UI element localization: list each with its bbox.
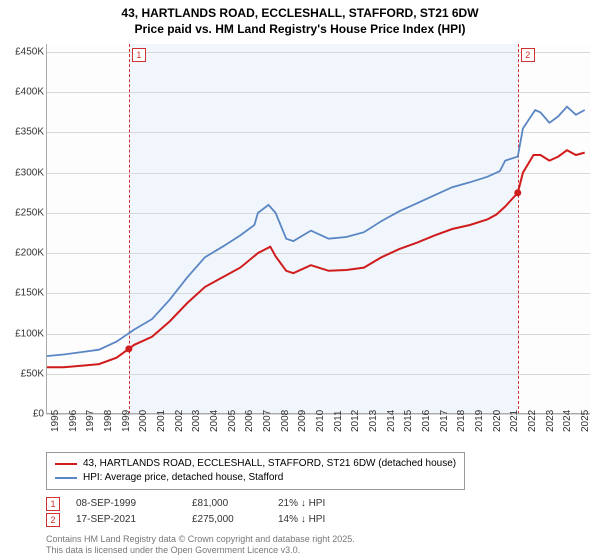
x-tick-label: 2005 [227, 410, 238, 432]
plot-area: 12 [46, 44, 590, 414]
x-tick-label: 2011 [333, 410, 344, 432]
legend: 43, HARTLANDS ROAD, ECCLESHALL, STAFFORD… [46, 452, 465, 490]
x-tick-label: 2013 [368, 410, 379, 432]
x-tick-label: 2021 [509, 410, 520, 432]
event-row: 2 17-SEP-2021 £275,000 14% ↓ HPI [46, 512, 378, 528]
event-price: £275,000 [192, 512, 262, 528]
x-tick-label: 2024 [562, 410, 573, 432]
x-tick-label: 1996 [68, 410, 79, 432]
x-tick-label: 2002 [174, 410, 185, 432]
x-tick-label: 2007 [262, 410, 273, 432]
x-tick-label: 2019 [474, 410, 485, 432]
y-axis-line [46, 44, 47, 414]
sale-point-dot [514, 189, 521, 196]
x-tick-label: 2008 [280, 410, 291, 432]
event-marker: 1 [46, 497, 60, 511]
event-list: 1 08-SEP-1999 £81,000 21% ↓ HPI 2 17-SEP… [46, 496, 378, 528]
x-tick-label: 2022 [527, 410, 538, 432]
x-tick-label: 2010 [315, 410, 326, 432]
footer-line-2: This data is licensed under the Open Gov… [46, 545, 355, 556]
event-price: £81,000 [192, 496, 262, 512]
chart-title: 43, HARTLANDS ROAD, ECCLESHALL, STAFFORD… [0, 0, 600, 37]
line-series [46, 44, 590, 414]
event-date: 17-SEP-2021 [76, 512, 176, 528]
y-tick-label: £150K [2, 288, 44, 299]
x-tick-label: 1998 [103, 410, 114, 432]
x-tick-label: 2001 [156, 410, 167, 432]
legend-item: 43, HARTLANDS ROAD, ECCLESHALL, STAFFORD… [55, 457, 456, 471]
y-tick-label: £250K [2, 207, 44, 218]
x-tick-label: 2015 [403, 410, 414, 432]
x-tick-label: 2006 [244, 410, 255, 432]
legend-label: 43, HARTLANDS ROAD, ECCLESHALL, STAFFORD… [83, 457, 456, 471]
y-tick-label: £400K [2, 87, 44, 98]
x-tick-label: 2000 [138, 410, 149, 432]
footer-line-1: Contains HM Land Registry data © Crown c… [46, 534, 355, 545]
event-delta: 21% ↓ HPI [278, 496, 378, 512]
y-tick-label: £450K [2, 47, 44, 58]
x-tick-label: 2004 [209, 410, 220, 432]
chart-container: 43, HARTLANDS ROAD, ECCLESHALL, STAFFORD… [0, 0, 600, 560]
legend-swatch [55, 463, 77, 465]
legend-swatch [55, 477, 77, 479]
event-marker: 2 [46, 513, 60, 527]
y-tick-label: £300K [2, 167, 44, 178]
x-tick-label: 2023 [545, 410, 556, 432]
legend-item: HPI: Average price, detached house, Staf… [55, 471, 456, 485]
footer-attribution: Contains HM Land Registry data © Crown c… [46, 534, 355, 556]
x-tick-label: 2009 [297, 410, 308, 432]
y-tick-label: £100K [2, 328, 44, 339]
x-tick-label: 2014 [386, 410, 397, 432]
x-tick-label: 1995 [50, 410, 61, 432]
x-tick-label: 2018 [456, 410, 467, 432]
x-tick-label: 2003 [191, 410, 202, 432]
event-date: 08-SEP-1999 [76, 496, 176, 512]
x-tick-label: 2016 [421, 410, 432, 432]
title-line-2: Price paid vs. HM Land Registry's House … [0, 22, 600, 38]
x-tick-label: 2020 [492, 410, 503, 432]
x-tick-label: 2012 [350, 410, 361, 432]
title-line-1: 43, HARTLANDS ROAD, ECCLESHALL, STAFFORD… [0, 6, 600, 22]
event-row: 1 08-SEP-1999 £81,000 21% ↓ HPI [46, 496, 378, 512]
y-tick-label: £350K [2, 127, 44, 138]
legend-label: HPI: Average price, detached house, Staf… [83, 471, 283, 485]
sale-point-dot [125, 345, 132, 352]
y-tick-label: £200K [2, 248, 44, 259]
x-tick-label: 2017 [439, 410, 450, 432]
x-tick-label: 1999 [121, 410, 132, 432]
y-tick-label: £0 [2, 409, 44, 420]
event-delta: 14% ↓ HPI [278, 512, 378, 528]
y-tick-label: £50K [2, 368, 44, 379]
x-tick-label: 2025 [580, 410, 591, 432]
x-tick-label: 1997 [85, 410, 96, 432]
series-line [46, 107, 585, 356]
